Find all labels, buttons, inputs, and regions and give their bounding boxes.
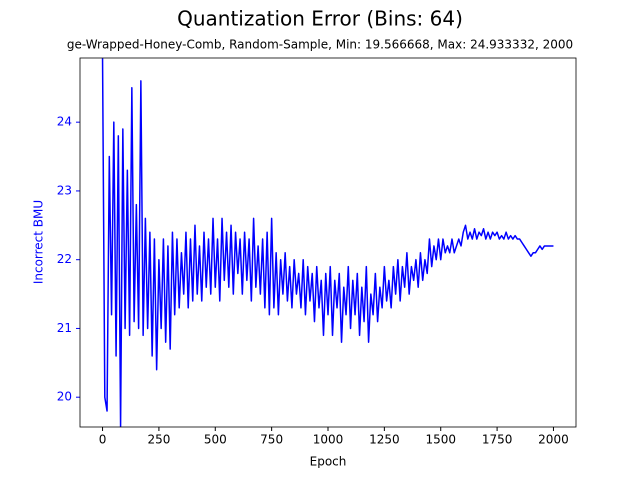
x-tick-label: 1500 bbox=[425, 433, 456, 447]
x-tick-label: 500 bbox=[204, 433, 227, 447]
data-line bbox=[101, 58, 554, 427]
y-axis-label: Incorrect BMU bbox=[32, 200, 46, 284]
y-tick-label: 20 bbox=[57, 390, 72, 404]
x-tick-label: 250 bbox=[147, 433, 170, 447]
x-tick-label: 750 bbox=[260, 433, 283, 447]
x-axis-label: Epoch bbox=[310, 455, 347, 469]
y-tick-label: 21 bbox=[57, 321, 72, 335]
y-tick-label: 24 bbox=[57, 115, 72, 129]
chart-subtitle: ge-Wrapped-Honey-Comb, Random-Sample, Mi… bbox=[67, 38, 573, 52]
x-tick-label: 0 bbox=[99, 433, 107, 447]
y-tick-label: 22 bbox=[57, 252, 72, 266]
y-tick-label: 23 bbox=[57, 183, 72, 197]
x-tick-label: 1250 bbox=[369, 433, 400, 447]
x-tick-label: 1750 bbox=[482, 433, 513, 447]
x-tick-label: 2000 bbox=[538, 433, 569, 447]
plot-frame bbox=[79, 57, 577, 428]
chart-title: Quantization Error (Bins: 64) bbox=[177, 7, 463, 31]
x-tick-label: 1000 bbox=[313, 433, 344, 447]
